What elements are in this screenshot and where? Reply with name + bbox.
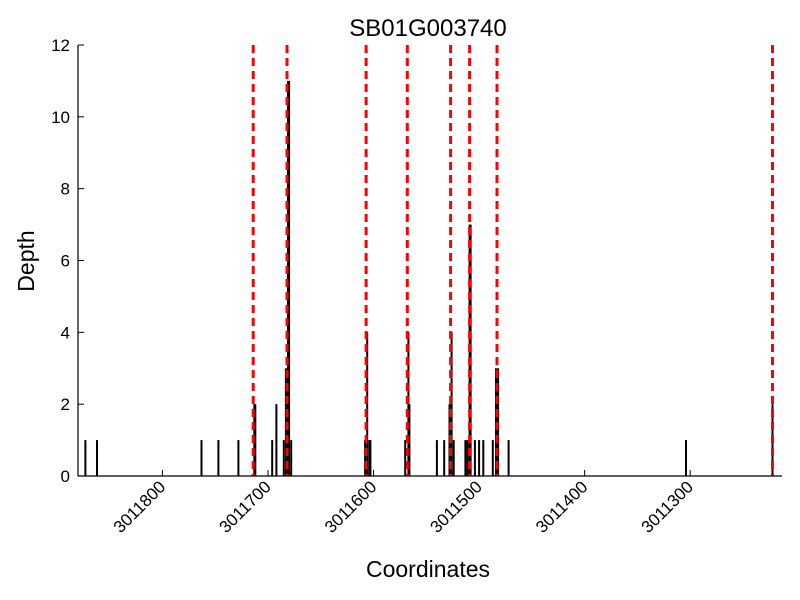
depth-bar xyxy=(478,440,481,476)
depth-bar xyxy=(473,440,476,476)
depth-bar xyxy=(282,440,285,476)
depth-bar xyxy=(254,404,257,476)
x-axis-label: Coordinates xyxy=(366,556,490,582)
depth-bar xyxy=(84,440,87,476)
x-tick-label: 3011700 xyxy=(215,477,274,536)
depth-bar xyxy=(466,440,469,476)
axes xyxy=(77,45,782,477)
depth-bar xyxy=(217,440,220,476)
y-tick-label: 8 xyxy=(61,180,70,199)
depth-bar xyxy=(200,440,203,476)
depth-bar xyxy=(237,440,240,476)
x-ticks: 3011800 3011700 3011600 3011500 3011400 30113… xyxy=(110,470,697,537)
y-axis-label: Depth xyxy=(13,230,39,291)
depth-bar xyxy=(290,440,293,476)
y-tick-label: 10 xyxy=(51,108,70,127)
depth-bar xyxy=(507,440,510,476)
depth-bar xyxy=(369,440,372,476)
depth-bar xyxy=(491,440,494,476)
depth-bar xyxy=(96,440,98,476)
marker-lines xyxy=(251,45,774,476)
depth-bar xyxy=(443,440,446,476)
depth-bar xyxy=(435,440,438,476)
depth-bar xyxy=(287,80,289,477)
y-tick-label: 4 xyxy=(61,323,70,342)
depth-bar xyxy=(366,332,369,476)
depth-bar xyxy=(685,440,687,476)
depth-bar xyxy=(407,332,410,476)
y-tick-label: 6 xyxy=(61,252,70,271)
depth-bar xyxy=(271,440,274,476)
bar-series xyxy=(84,80,774,477)
depth-bar xyxy=(450,332,453,476)
y-tick-label: 0 xyxy=(61,467,70,486)
depth-bar xyxy=(482,440,485,476)
x-tick-label: 3011300 xyxy=(638,477,697,536)
x-tick-label: 3011600 xyxy=(321,477,380,536)
depth-bar xyxy=(408,404,411,476)
y-ticks: 0 2 4 6 8 10 12 xyxy=(51,36,84,486)
depth-bar xyxy=(364,440,367,476)
depth-bar xyxy=(368,440,371,476)
y-tick-label: 2 xyxy=(61,395,70,414)
depth-bar xyxy=(288,80,291,477)
depth-bar xyxy=(404,440,407,476)
chart-title: SB01G003740 xyxy=(349,15,506,42)
depth-bar xyxy=(464,440,467,476)
depth-bar xyxy=(452,440,455,476)
depth-bar xyxy=(275,404,278,476)
x-tick-label: 3011400 xyxy=(532,477,591,536)
x-tick-label: 3011500 xyxy=(427,477,486,536)
x-tick-label: 3011800 xyxy=(110,477,169,536)
y-tick-label: 12 xyxy=(51,36,70,55)
